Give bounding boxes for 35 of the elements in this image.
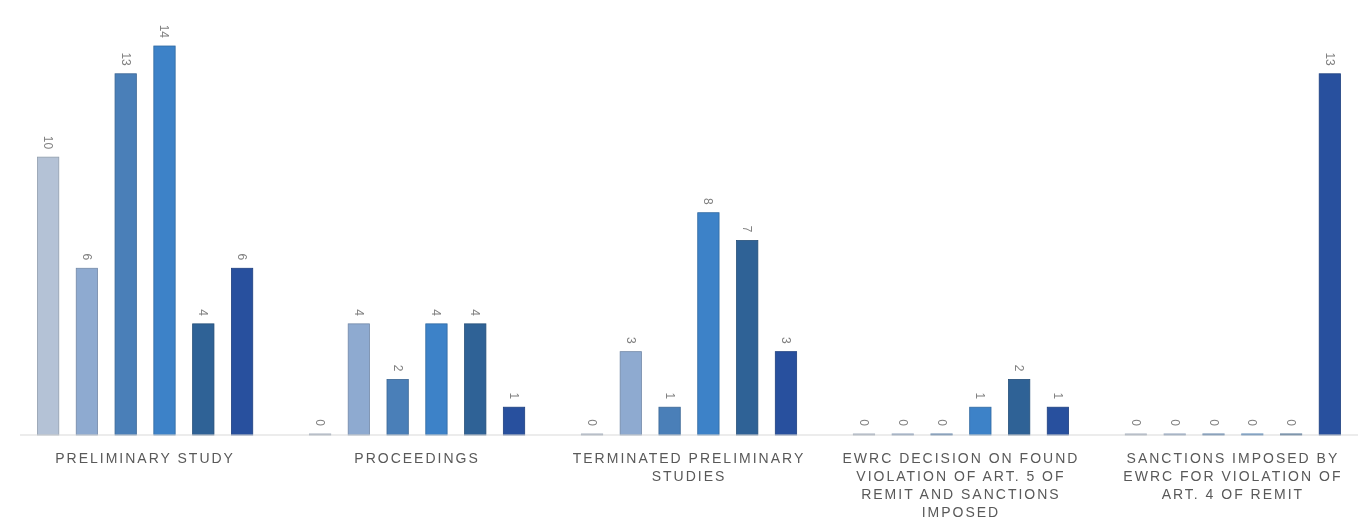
x-tick-label: SANCTIONS IMPOSED BY EWRC FOR VIOLATION OF ART. 4 OF REMIT	[1123, 450, 1343, 502]
data-label: 4	[196, 309, 211, 317]
data-label: 6	[235, 253, 250, 261]
data-label: 1	[973, 392, 988, 400]
data-label: 0	[1206, 419, 1221, 427]
data-label: 0	[1245, 419, 1260, 427]
data-label: 8	[701, 198, 716, 206]
x-tick-label: PROCEEDINGS	[354, 450, 480, 466]
data-label: 10	[41, 135, 56, 150]
data-label: 0	[856, 419, 871, 427]
data-label: 1	[507, 392, 522, 400]
data-label: 3	[623, 336, 638, 344]
data-label: 0	[1128, 419, 1143, 427]
data-label: 2	[390, 364, 405, 372]
x-tick-label: TERMINATED PRELIMINARY STUDIES	[572, 450, 806, 484]
data-label: 2	[1012, 364, 1027, 372]
data-label: 7	[740, 225, 755, 233]
data-label: 3	[778, 336, 793, 344]
data-label: 13	[1322, 52, 1337, 67]
data-label: 0	[1167, 419, 1182, 427]
data-label: 1	[1050, 392, 1065, 400]
data-label: 1	[662, 392, 677, 400]
data-label: 13	[118, 52, 133, 67]
data-label: 6	[79, 253, 94, 261]
data-label: 0	[585, 419, 600, 427]
data-label: 0	[895, 419, 910, 427]
data-label: 0	[1284, 419, 1299, 427]
data-label: 4	[468, 309, 483, 317]
x-tick-label: PRELIMINARY STUDY	[55, 450, 235, 466]
x-tick-label: EWRC DECISION ON FOUND VIOLATION OF ART. 5 OF REMIT AND SANCTIONS IMPOSED	[842, 450, 1080, 520]
data-label: 4	[429, 309, 444, 317]
data-label: 14	[157, 24, 172, 39]
data-label: 0	[313, 419, 328, 427]
data-label: 4	[351, 309, 366, 317]
data-label: 0	[934, 419, 949, 427]
